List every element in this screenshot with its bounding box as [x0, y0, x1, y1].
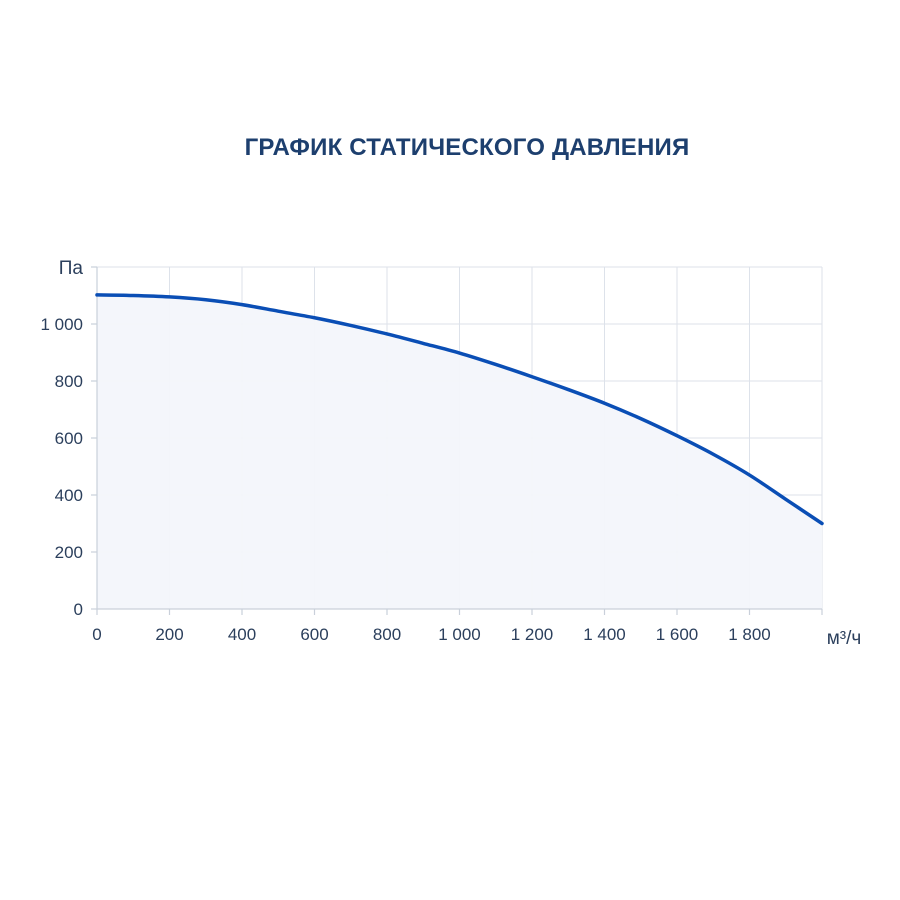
tick-labels: 0 200 400 600 800 1 000 1 200 1 400 1 600 1 800 0 2… [40, 315, 770, 644]
x-tick-label: 800 [373, 625, 401, 644]
x-tick-label: 400 [228, 625, 256, 644]
x-tick-label: 600 [300, 625, 328, 644]
x-tick-label: 200 [155, 625, 183, 644]
chart-title: ГРАФИК СТАТИЧЕСКОГО ДАВЛЕНИЯ [244, 134, 690, 161]
series-line [95, 293, 824, 526]
x-tick-label: 1 600 [656, 625, 699, 644]
y-tick-label: 800 [55, 372, 83, 391]
x-tick-label: 1 000 [438, 625, 481, 644]
x-tick-label: 0 [92, 625, 101, 644]
x-tick-label: 1 200 [511, 625, 554, 644]
y-axis-unit-label: Па [59, 258, 84, 279]
area-fill [97, 294, 822, 609]
x-tick-label: 1 400 [583, 625, 626, 644]
y-tick-label: 200 [55, 543, 83, 562]
y-tick-label: 600 [55, 429, 83, 448]
y-tick-label: 1 000 [40, 315, 83, 334]
x-axis-unit-label: м³/ч [827, 628, 862, 649]
y-tick-label: 400 [55, 486, 83, 505]
x-tick-label: 1 800 [728, 625, 771, 644]
y-tick-label: 0 [74, 600, 83, 619]
axes [91, 266, 823, 615]
